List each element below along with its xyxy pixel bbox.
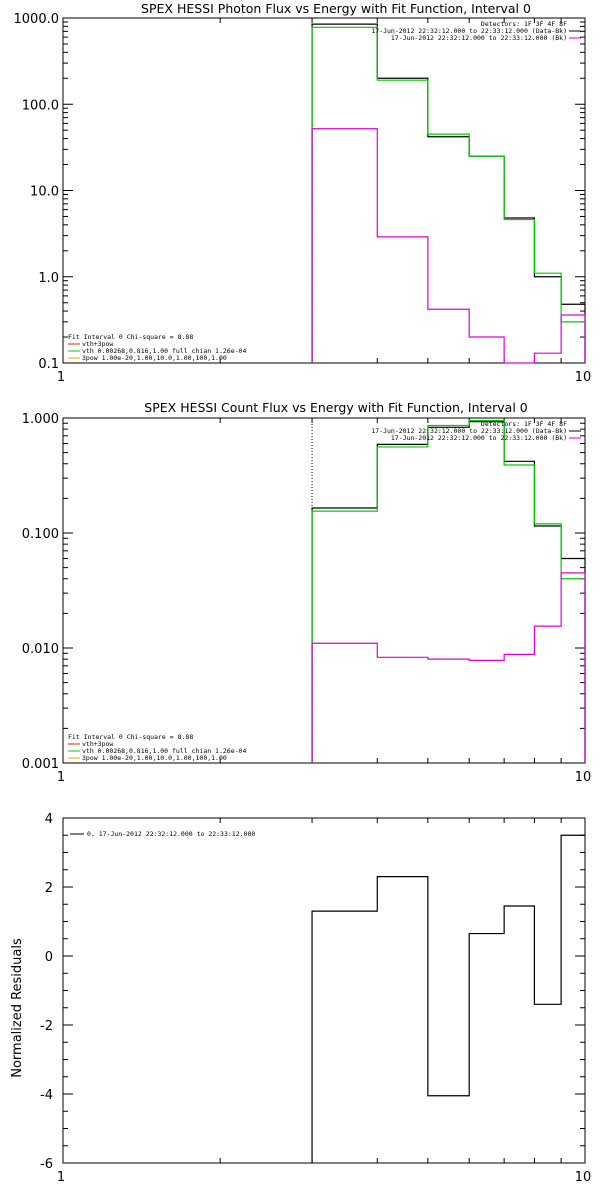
legend-entry: 17-Jun-2012 22:32:12.000 to 22:33:12.000… (371, 27, 567, 35)
x-tick-label: 1 (57, 770, 65, 785)
histogram-series (311, 419, 586, 763)
legend-entry: 3pow 1.00e-20,1.00,10.0,1.00,100,1.00 (82, 354, 227, 362)
legend-entry: 17-Jun-2012 22:32:12.000 to 22:33:12.000… (391, 434, 567, 442)
histogram-series (311, 23, 586, 363)
legend-entry: vth+3pow (82, 740, 113, 748)
chart-title: SPEX HESSI Count Flux vs Energy with Fit… (144, 400, 527, 415)
x-tick-label: 1 (57, 1170, 65, 1185)
y-tick-label: 2 (45, 881, 53, 896)
legend-entry: 3pow 1.00e-20,1.00,10.0,1.00,100,1.00 (82, 754, 227, 762)
y-tick-label: 0 (45, 950, 53, 965)
x-tick-label: 1 (57, 370, 65, 385)
y-tick-label: -4 (40, 1088, 53, 1103)
plot-frame (62, 17, 586, 364)
residuals-panel: Normalized Residuals 1 10 -6 -4 -2 0 2 4 0. 17-J… (10, 812, 591, 1185)
histogram-series (311, 128, 586, 364)
legend-entry: Detectors: 1F 3F 4F 8F (481, 420, 567, 428)
x-tick-label: 10 (575, 370, 592, 385)
histogram-series (311, 572, 586, 763)
legend-entry: 0. 17-Jun-2012 22:32:12.000 to 22:33:12.… (87, 830, 255, 838)
legend-entry: Detectors: 1F 3F 4F 8F (481, 20, 567, 28)
y-tick-label: 0.001 (22, 757, 59, 772)
y-tick-label: 1.0 (38, 271, 59, 286)
y-tick-label: 0.010 (22, 642, 59, 657)
plot-frame (62, 817, 586, 1164)
x-tick-label: 10 (575, 1170, 592, 1185)
legend-entry: vth+3pow (82, 340, 113, 348)
plot-area: 1 10 0.1 1.0 10.0 100.0 1000.0 Detectors: 1F 3F… (14, 12, 592, 385)
legend-entry: Fit Interval 0 Chi-square = 8.88 (68, 333, 193, 341)
plot-area: 1 10 -6 -4 -2 0 2 4 0. 17-Jun-2012 22:32:12.000 … (40, 812, 591, 1185)
photon-flux-panel: SPEX HESSI Photon Flux vs Energy with Fi… (14, 1, 592, 385)
legend-entry: vth 0.00268,0.816,1.00 full chian 1.26e-… (82, 347, 246, 355)
legend-entry: 17-Jun-2012 22:32:12.000 to 22:33:12.000… (391, 34, 567, 42)
plot-frame (62, 417, 586, 764)
chart-title: SPEX HESSI Photon Flux vs Energy with Fi… (141, 1, 531, 16)
y-tick-label: -6 (40, 1157, 53, 1172)
y-tick-label: 10.0 (30, 185, 59, 200)
y-tick-label: 4 (45, 812, 53, 827)
plot-area: 1 10 0.001 0.010 0.100 1.000 Detectors: 1F 3F … (22, 412, 591, 785)
y-tick-label: 100.0 (22, 98, 59, 113)
y-tick-label: 0.1 (38, 357, 59, 372)
y-tick-label: 1000.0 (14, 12, 60, 27)
legend-entry: vth 0.00268,0.816,1.00 full chian 1.26e-… (82, 747, 246, 755)
y-tick-label: 1.000 (22, 412, 59, 427)
y-tick-label: -2 (40, 1019, 53, 1034)
y-axis-label: Normalized Residuals (10, 938, 25, 1078)
histogram-series (311, 26, 586, 363)
legend-entry: 17-Jun-2012 22:32:12.000 to 22:33:12.000… (371, 427, 567, 435)
histogram-series (311, 421, 586, 763)
legend-entry: Fit Interval 0 Chi-square = 8.88 (68, 733, 193, 741)
histogram-series (311, 834, 585, 1163)
y-tick-label: 0.100 (22, 527, 59, 542)
count-flux-panel: SPEX HESSI Count Flux vs Energy with Fit… (22, 400, 591, 785)
x-tick-label: 10 (575, 770, 592, 785)
